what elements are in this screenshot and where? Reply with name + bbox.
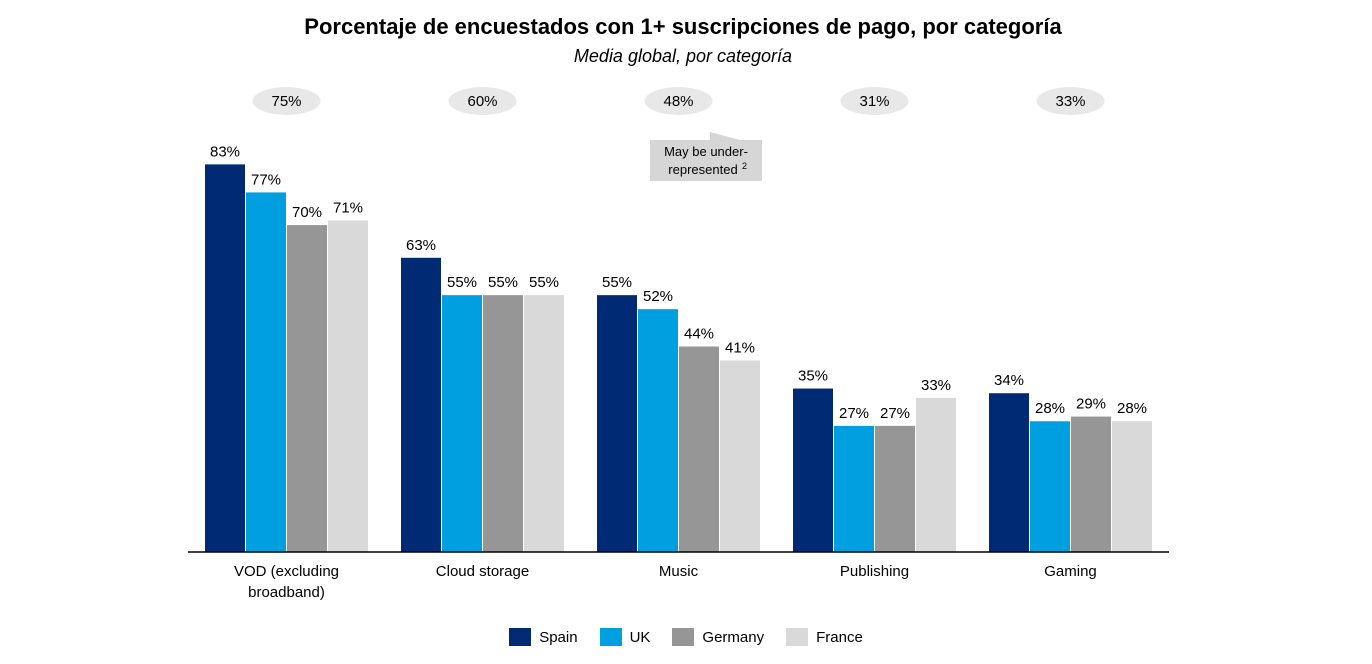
bar-uk	[442, 295, 482, 552]
legend-item-spain: Spain	[509, 628, 578, 646]
bar-uk	[246, 192, 286, 552]
data-label: 27%	[880, 405, 910, 422]
category-label: Gaming	[1044, 563, 1097, 580]
category-label: VOD (excluding	[234, 563, 339, 580]
chart-subtitle: Media global, por categoría	[573, 46, 793, 66]
bar-spain	[793, 388, 833, 552]
data-label: 83%	[210, 143, 240, 160]
bar-germany	[1071, 416, 1111, 552]
data-label: 55%	[602, 274, 632, 291]
legend-item-france: France	[786, 628, 863, 646]
legend: Spain UK Germany France	[0, 628, 1372, 646]
data-label: 44%	[684, 326, 714, 343]
average-label: 33%	[1055, 93, 1085, 110]
data-label: 55%	[488, 274, 518, 291]
bar-chart: 75% 83% 77% 70% 71% VOD (excluding broadband) 6…	[188, 87, 1169, 601]
legend-item-germany: Germany	[672, 628, 764, 646]
bar-spain	[401, 257, 441, 552]
category-label: broadband)	[248, 584, 325, 601]
bar-france	[720, 360, 760, 552]
average-bubble	[448, 87, 517, 115]
bar-germany	[287, 225, 327, 552]
average-label: 31%	[859, 93, 889, 110]
note-text-line1: May be under-	[664, 144, 748, 159]
data-label: 77%	[251, 171, 281, 188]
average-bubble	[644, 87, 713, 115]
bar-uk	[638, 309, 678, 552]
data-label: 41%	[725, 340, 755, 357]
data-label: 35%	[798, 368, 828, 385]
bar-uk	[1030, 421, 1070, 552]
data-label: 28%	[1035, 400, 1065, 417]
category-label: Music	[659, 563, 699, 580]
legend-label-uk: UK	[629, 628, 651, 646]
legend-item-uk: UK	[599, 628, 651, 646]
bar-france	[916, 397, 956, 552]
bar-uk	[834, 425, 874, 552]
category-label: Cloud storage	[436, 563, 529, 580]
data-label: 55%	[447, 274, 477, 291]
bar-germany	[679, 346, 719, 552]
average-label: 60%	[467, 93, 497, 110]
data-label: 63%	[406, 237, 436, 254]
category-label: Publishing	[840, 563, 909, 580]
bar-spain	[989, 393, 1029, 552]
bar-spain	[597, 295, 637, 552]
data-label: 70%	[292, 204, 322, 221]
data-label: 34%	[994, 372, 1024, 389]
note-text-line2: represented	[668, 162, 737, 177]
bar-spain	[205, 164, 245, 552]
data-label: 28%	[1117, 400, 1147, 417]
average-bubble	[252, 87, 321, 115]
legend-label-germany: Germany	[702, 628, 765, 646]
bar-france	[524, 295, 564, 552]
bar-france	[328, 220, 368, 552]
legend-swatch-germany	[672, 628, 695, 646]
note-box	[650, 140, 762, 181]
note-superscript: 2	[742, 161, 747, 171]
average-label: 75%	[271, 93, 301, 110]
chart-title: Porcentaje de encuestados con 1+ suscrip…	[304, 14, 1062, 39]
average-bubble	[1036, 87, 1105, 115]
bar-france	[1112, 421, 1152, 552]
data-label: 29%	[1076, 396, 1106, 413]
legend-swatch-france	[786, 628, 809, 646]
legend-swatch-spain	[509, 628, 532, 646]
legend-label-spain: Spain	[539, 628, 578, 646]
average-label: 48%	[663, 93, 693, 110]
legend-label-france: France	[816, 628, 863, 646]
bar-germany	[875, 425, 915, 552]
data-label: 71%	[333, 199, 363, 216]
data-label: 52%	[643, 288, 673, 305]
data-label: 27%	[839, 405, 869, 422]
legend-swatch-uk	[599, 628, 622, 646]
note-pointer	[710, 132, 740, 140]
bar-germany	[483, 295, 523, 552]
data-label: 33%	[921, 377, 951, 394]
average-bubble	[840, 87, 909, 115]
data-label: 55%	[529, 274, 559, 291]
